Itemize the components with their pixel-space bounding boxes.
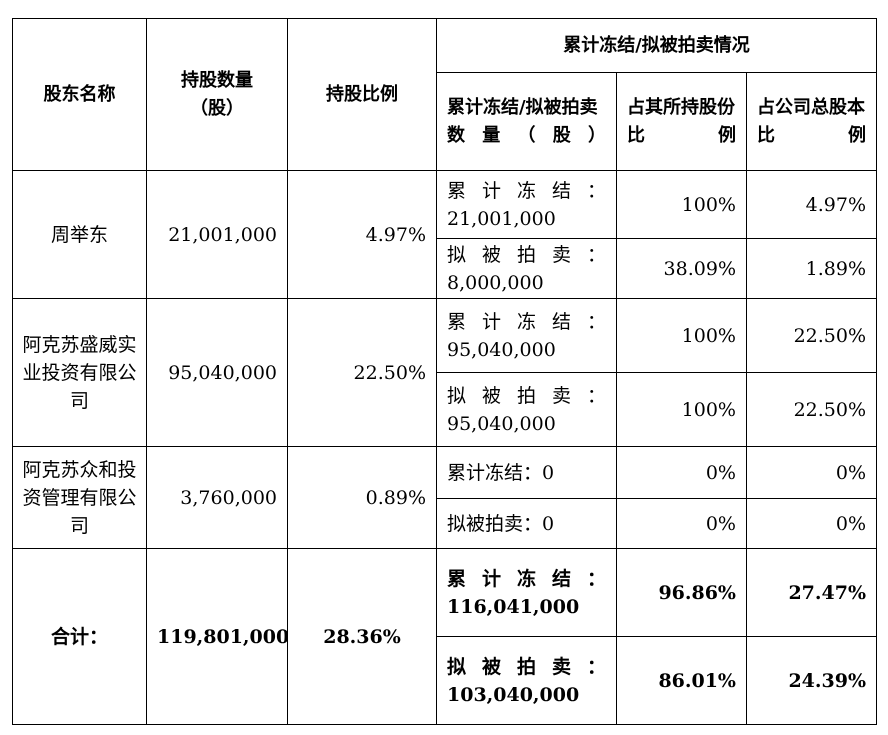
pct-of-holding: 86.01% [616,636,747,725]
total-shares: 119,801,000 [146,548,288,725]
pct-of-total: 24.39% [745,636,878,725]
header-pct-of-total: 占公司总股本比例 [745,72,878,171]
table-row: 阿克苏盛威实业投资有限公司 95,040,000 22.50% 累计冻结： 95… [12,298,878,447]
total-ratio: 28.36% [287,548,437,725]
holder-name: 阿克苏众和投资管理有限公司 [12,446,147,549]
auction-label: 拟被拍卖： [447,655,606,678]
freeze-label: 累计冻结： [447,310,606,333]
auction-qty: 8,000,000 [447,271,544,294]
pct-of-total: 0% [745,446,878,499]
total-freeze-cell: 累计冻结： 116,041,000 [436,548,617,637]
total-row: 合计： 119,801,000 28.36% 累计冻结： 116,041,000… [12,548,878,725]
header-shares-held: 持股数量 （股） [146,18,288,171]
shareholder-freeze-table: 股东名称 持股数量 （股） 持股比例 累计冻结/拟被拍卖情况 累计冻结/拟被拍卖… [12,18,878,725]
pct-of-holding: 100% [616,298,747,373]
total-auction-cell: 拟被拍卖： 103,040,000 [436,636,617,725]
total-label: 合计： [12,548,147,725]
holding-ratio: 4.97% [287,170,437,299]
holder-name: 周举东 [12,170,147,299]
freeze-label: 累计冻结：0 [436,446,617,499]
header-holder-name: 股东名称 [12,18,147,171]
auction-cell: 拟被拍卖： 8,000,000 [436,238,617,299]
shares-held: 3,760,000 [146,446,288,549]
header-group-title: 累计冻结/拟被拍卖情况 [435,18,878,73]
header-pct-of-holding: 占其所持股份比例 [616,72,747,171]
shares-held: 21,001,000 [146,170,288,299]
freeze-label: 累计冻结： [447,567,606,590]
auction-label: 拟被拍卖： [447,243,606,266]
holding-ratio: 22.50% [287,298,437,447]
pct-of-holding: 0% [616,498,747,549]
pct-of-holding: 96.86% [616,548,747,637]
pct-of-total: 27.47% [745,548,878,637]
auction-cell: 拟被拍卖： 95,040,000 [436,372,617,447]
auction-qty: 103,040,000 [447,683,580,706]
table-row: 拟被拍卖： 8,000,000 38.09% 1.89% [13,238,878,299]
pct-of-holding: 0% [616,446,747,499]
table-row: 拟被拍卖： 95,040,000 100% 22.50% [13,372,878,447]
holder-name: 阿克苏盛威实业投资有限公司 [12,298,147,447]
freeze-qty: 95,040,000 [447,338,556,361]
table-row: 周举东 21,001,000 4.97% 累计冻结： 21,001,000 10… [12,170,878,299]
header-frozen-qty: 累计冻结/拟被拍卖数量（股） [436,72,617,171]
pct-of-holding: 100% [616,170,747,239]
pct-of-total: 4.97% [745,170,878,239]
pct-of-total: 22.50% [745,298,878,373]
pct-of-total: 0% [745,498,878,549]
pct-of-holding: 100% [616,372,747,447]
freeze-cell: 累计冻结： 95,040,000 [436,298,617,373]
total-row: 拟被拍卖： 103,040,000 86.01% 24.39% [13,636,878,725]
shares-held: 95,040,000 [146,298,288,447]
auction-label: 拟被拍卖： [447,384,606,407]
pct-of-total: 1.89% [745,238,878,299]
auction-qty: 95,040,000 [447,412,556,435]
table-row: 拟被拍卖：0 0% 0% [13,498,878,549]
header-holding-ratio: 持股比例 [287,18,437,171]
auction-label: 拟被拍卖：0 [436,498,617,549]
pct-of-holding: 38.09% [616,238,747,299]
holding-ratio: 0.89% [287,446,437,549]
table-row: 阿克苏众和投资管理有限公司 3,760,000 0.89% 累计冻结：0 0% … [12,446,878,549]
freeze-cell: 累计冻结： 21,001,000 [436,170,617,239]
pct-of-total: 22.50% [745,372,878,447]
freeze-qty: 21,001,000 [447,207,556,230]
freeze-qty: 116,041,000 [447,595,580,618]
freeze-label: 累计冻结： [447,179,606,202]
